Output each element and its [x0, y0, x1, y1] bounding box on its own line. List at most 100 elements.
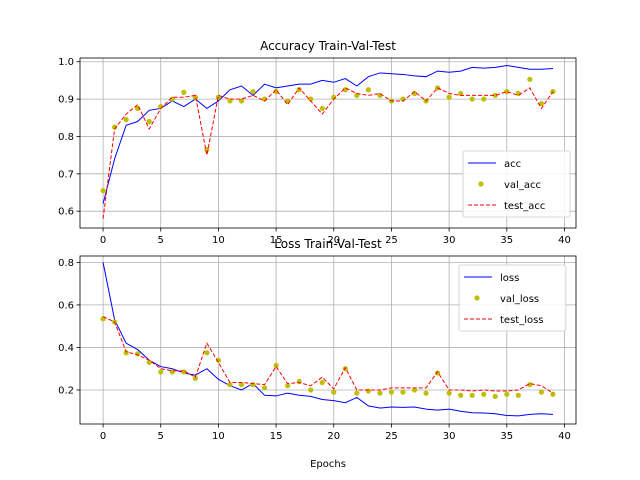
val-loss-point	[481, 391, 487, 397]
val-loss-point	[469, 392, 475, 398]
val-acc-point	[446, 94, 452, 100]
val-loss-point	[238, 382, 245, 388]
val-loss-point	[504, 391, 510, 397]
loss-x-tick-label: 10	[212, 431, 225, 442]
loss-x-tick-label: 20	[327, 431, 340, 442]
val-acc-legend-marker	[478, 181, 484, 187]
loss-x-tick-label: 5	[158, 431, 164, 442]
val-loss-point	[215, 357, 222, 363]
val-loss-point	[354, 390, 360, 396]
val-loss-point	[123, 350, 129, 356]
acc-x-tick-label: 20	[327, 235, 340, 246]
x-axis-label: Epochs	[310, 459, 346, 470]
val-acc-point	[158, 103, 164, 110]
acc-axes-frame	[79, 57, 577, 229]
val-loss-point	[538, 389, 544, 395]
loss-legend	[458, 264, 567, 332]
loss-y-tick-label: 0.4	[58, 343, 74, 354]
val-acc-point	[146, 118, 152, 125]
acc-x-tick-label: 25	[385, 235, 398, 246]
acc-y-tick-label: 0.6	[58, 207, 74, 218]
acc-y-tick-label: 1.0	[58, 57, 74, 68]
acc-x-tick-label: 35	[500, 235, 513, 246]
val-loss-point	[365, 388, 371, 394]
test-acc-legend-label: test_acc	[504, 201, 545, 212]
test-acc-line	[102, 87, 554, 219]
acc-y-tick-label: 0.7	[58, 169, 74, 180]
val-acc-point	[250, 89, 256, 95]
val-acc-point	[227, 98, 233, 104]
loss-axes-frame	[79, 255, 577, 425]
val-acc-point	[504, 89, 510, 95]
val-loss-point	[273, 362, 279, 369]
loss-x-tick-label: 40	[558, 431, 571, 442]
val-loss-point	[458, 392, 464, 398]
acc-x-tick-label: 10	[212, 235, 225, 246]
val-acc-point	[481, 96, 487, 102]
accuracy-chart: 0 5 10 15 20 25 30 35 40 0.6 0.7 0.8 0.9 1.0 Accuracy …	[58, 39, 577, 246]
loss-y-tick-label: 0.6	[58, 300, 74, 311]
val-acc-point	[112, 124, 118, 130]
val-loss-point	[261, 385, 268, 391]
loss-x-tick-label: 30	[443, 431, 456, 442]
acc-x-tick-label: 15	[270, 235, 283, 246]
val-acc-point	[100, 188, 106, 194]
val-acc-point	[538, 100, 544, 107]
acc-line	[102, 64, 553, 204]
val-loss-point	[250, 382, 256, 388]
val-loss-point	[492, 393, 498, 399]
acc-x-tick-label: 30	[443, 235, 456, 246]
val-loss-point	[204, 350, 210, 356]
val-loss-point	[423, 390, 429, 396]
val-loss-point	[400, 389, 406, 395]
loss-legend-label: loss	[500, 273, 519, 284]
val-loss-point	[411, 387, 418, 393]
val-acc-point	[238, 98, 245, 104]
val-loss-point	[285, 383, 291, 389]
val-acc-point	[123, 117, 129, 123]
val-loss-point	[192, 375, 198, 381]
loss-chart-title: Loss Train-Val-Test	[274, 237, 382, 251]
val-acc-point	[308, 96, 314, 102]
acc-chart-title: Accuracy Train-Val-Test	[260, 39, 396, 53]
val-acc-point	[319, 105, 325, 112]
acc-x-tick-label: 5	[158, 235, 164, 246]
val-loss-point	[227, 382, 233, 388]
loss-x-tick-label: 15	[270, 431, 283, 442]
val-loss-legend-label: val_loss	[500, 294, 539, 305]
loss-y-tick-label: 0.2	[58, 385, 74, 396]
val-acc-point	[296, 87, 302, 93]
val-loss-point	[158, 369, 164, 375]
val-loss-point	[331, 389, 337, 395]
val-loss-point	[308, 387, 314, 393]
val-loss-point	[550, 391, 556, 397]
val-acc-point	[365, 87, 371, 93]
loss-chart: 0 5 10 15 20 25 30 35 40 0.2 0.4 0.6 0.8 Loss Train-V…	[58, 237, 577, 442]
val-loss-point	[388, 389, 395, 395]
val-loss-point	[446, 390, 452, 396]
val-acc-legend-label: val_acc	[504, 180, 541, 191]
val-acc-point	[458, 90, 464, 97]
val-loss-point	[319, 379, 325, 386]
test-loss-line	[102, 316, 554, 394]
loss-x-tick-label: 35	[500, 431, 513, 442]
loss-x-tick-label: 0	[100, 431, 106, 442]
test-loss-legend-label: test_loss	[500, 315, 544, 326]
loss-x-tick-label: 25	[385, 431, 398, 442]
val-loss-point	[377, 390, 383, 396]
val-acc-point	[515, 90, 521, 97]
loss-line	[102, 262, 553, 417]
acc-y-tick-label: 0.9	[58, 95, 74, 106]
acc-legend-label: acc	[504, 159, 521, 170]
val-loss-point	[146, 359, 152, 365]
acc-y-tick-label: 0.8	[58, 132, 74, 143]
val-acc-point	[469, 96, 475, 102]
val-loss-legend-marker	[474, 295, 480, 301]
val-loss-point	[515, 392, 521, 398]
val-acc-point	[492, 92, 498, 98]
val-loss-point	[135, 351, 141, 357]
loss-y-tick-label: 0.8	[58, 258, 74, 269]
acc-legend	[462, 150, 571, 218]
